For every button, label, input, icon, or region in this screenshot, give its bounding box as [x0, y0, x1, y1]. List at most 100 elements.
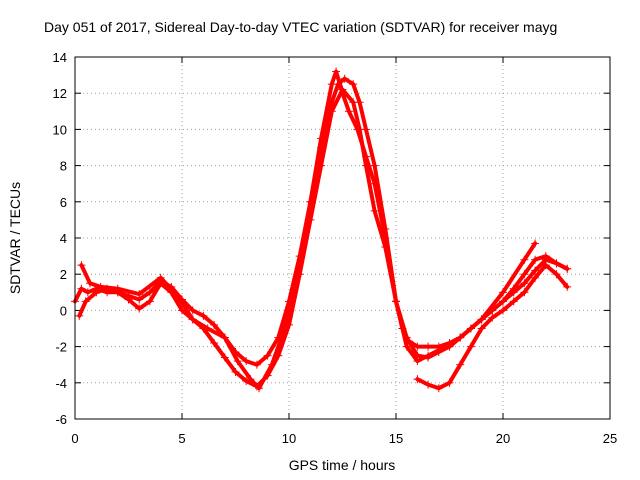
data-point-marker	[531, 273, 540, 282]
data-point-marker	[362, 152, 371, 161]
data-point-marker	[263, 351, 272, 360]
data-point-marker	[392, 297, 400, 306]
data-point-marker	[520, 288, 529, 297]
y-tick-label: -4	[55, 376, 67, 391]
data-point-marker	[509, 284, 518, 293]
data-point-marker	[344, 107, 353, 116]
data-point-marker	[293, 270, 302, 279]
data-point-marker	[267, 360, 276, 369]
y-tick-label: 10	[53, 122, 67, 137]
data-point-marker	[402, 342, 411, 351]
data-point-marker	[349, 98, 358, 107]
data-point-marker	[203, 324, 212, 333]
x-axis-label: GPS time / hours	[289, 457, 396, 473]
y-tick-label: 4	[60, 231, 67, 246]
data-point-marker	[370, 179, 379, 188]
data-point-marker	[563, 282, 572, 291]
data-point-marker	[488, 313, 497, 322]
data-point-marker	[456, 333, 465, 342]
data-point-marker	[520, 255, 529, 264]
data-point-marker	[340, 74, 349, 83]
data-point-marker	[77, 284, 86, 293]
data-point-marker	[96, 282, 105, 291]
data-point-marker	[145, 288, 154, 297]
data-point-marker	[541, 252, 550, 261]
data-point-marker	[145, 297, 154, 306]
chart-title: Day 051 of 2017, Sidereal Day-to-day VTE…	[44, 19, 557, 35]
data-point-marker	[338, 89, 347, 98]
data-point-marker	[220, 333, 229, 342]
data-point-marker	[199, 311, 208, 320]
data-point-marker	[156, 273, 165, 282]
data-point-marker	[173, 291, 182, 300]
y-axis-label: SDTVAR / TECUs	[7, 182, 23, 294]
x-axis-ticks: 0 5 10 15 20 25	[71, 57, 617, 446]
data-point-marker	[477, 324, 486, 333]
y-tick-label: 2	[60, 267, 67, 282]
y-tick-label: 0	[60, 303, 67, 318]
x-tick-label: 10	[282, 431, 296, 446]
data-point-marker	[370, 206, 379, 215]
data-series	[71, 67, 572, 393]
data-point-marker	[252, 360, 261, 369]
y-tick-label: -6	[55, 412, 67, 427]
data-point-marker	[210, 338, 219, 347]
data-point-marker	[85, 279, 94, 288]
data-point-marker	[242, 357, 251, 366]
data-point-marker	[541, 261, 550, 270]
y-tick-label: 14	[53, 50, 67, 65]
x-tick-label: 25	[603, 431, 617, 446]
plot-frame	[74, 56, 611, 420]
x-tick-label: 15	[389, 431, 403, 446]
y-axis-ticks: -6 -4 -2 0 2 4 6 8 10 12 14	[53, 50, 610, 427]
data-point-marker	[327, 80, 336, 89]
data-point-marker	[370, 161, 379, 170]
data-point-marker	[477, 315, 486, 324]
data-point-marker	[188, 306, 197, 315]
data-point-marker	[135, 290, 144, 299]
x-tick-label: 5	[178, 431, 185, 446]
data-point-marker	[77, 261, 86, 270]
data-point-marker	[92, 288, 101, 297]
data-point-marker	[499, 306, 507, 315]
grid	[75, 57, 610, 419]
data-point-marker	[552, 270, 561, 279]
data-point-marker	[233, 357, 242, 366]
y-tick-label: 8	[60, 159, 67, 174]
data-point-marker	[317, 134, 326, 143]
data-point-marker	[332, 67, 341, 76]
data-point-marker	[255, 384, 264, 393]
data-point-marker	[434, 346, 443, 355]
data-point-marker	[413, 357, 422, 366]
series-line-track-d	[415, 263, 570, 391]
data-point-marker	[381, 234, 390, 242]
series-line-track-a	[73, 76, 570, 367]
data-point-marker	[124, 295, 133, 304]
data-point-marker	[520, 279, 529, 288]
data-point-marker	[349, 80, 358, 89]
data-point-marker	[75, 311, 84, 320]
data-point-marker	[327, 107, 336, 116]
data-point-marker	[456, 360, 465, 369]
data-point-marker	[424, 380, 433, 389]
data-point-marker	[424, 351, 433, 360]
data-point-marker	[220, 353, 229, 362]
data-point-marker	[83, 288, 92, 297]
data-point-marker	[531, 255, 540, 264]
x-tick-label: 20	[496, 431, 510, 446]
data-point-marker	[306, 197, 315, 206]
data-point-marker	[434, 384, 443, 393]
data-point-marker	[520, 270, 529, 279]
data-point-marker	[188, 315, 197, 324]
data-point-marker	[499, 288, 507, 297]
data-point-marker	[113, 284, 122, 293]
data-point-marker	[135, 304, 144, 313]
data-point-marker	[280, 324, 289, 333]
data-point-marker	[81, 297, 90, 306]
y-tick-label: 12	[53, 86, 67, 101]
data-point-marker	[445, 342, 454, 351]
data-point-marker	[413, 342, 422, 351]
x-tick-label: 0	[71, 431, 78, 446]
data-point-marker	[242, 376, 251, 385]
